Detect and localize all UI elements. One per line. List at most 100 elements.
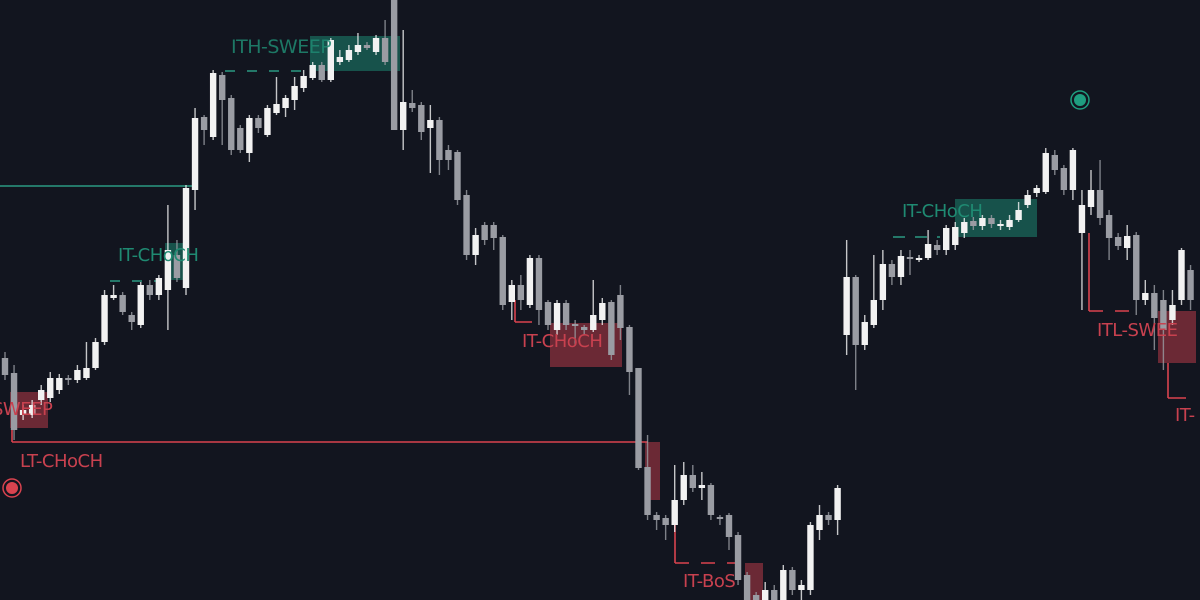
candle-body-125	[1133, 235, 1140, 300]
candle-body-118	[1069, 150, 1077, 190]
candle-body-20	[182, 188, 190, 288]
label-it-bos: IT-BoS	[683, 571, 736, 592]
candle-body-130	[1178, 250, 1185, 300]
candle-body-79	[716, 517, 724, 519]
candle-body-76	[689, 475, 696, 488]
candle-body-90	[816, 515, 823, 530]
candle-body-88	[798, 585, 805, 590]
candle-body-36	[327, 40, 334, 80]
candle-body-28	[255, 118, 262, 128]
candle-body-60	[544, 302, 552, 325]
candle-body-115	[1042, 153, 1049, 192]
candle-body-7	[65, 378, 72, 380]
candle-body-104	[943, 228, 950, 250]
label-lt-choch: LT-CHoCH	[20, 451, 103, 472]
candle-body-54	[490, 225, 497, 238]
candle-body-16	[146, 285, 153, 295]
candle-body-5	[47, 378, 54, 398]
candle-body-127	[1151, 293, 1158, 318]
candle-body-55	[499, 237, 506, 305]
candle-body-91	[825, 515, 832, 520]
candle-body-83	[752, 595, 760, 600]
candle-body-34	[309, 65, 316, 78]
candle-body-27	[246, 118, 253, 153]
candle-body-95	[861, 322, 868, 345]
candle-body-94	[852, 277, 859, 345]
candle-body-51	[463, 195, 470, 255]
candle-body-37	[336, 57, 344, 62]
candle-body-129	[1169, 305, 1176, 320]
candle-body-13	[119, 295, 126, 312]
candle-body-39	[354, 45, 362, 52]
candle-body-1	[10, 373, 18, 430]
candle-body-8	[74, 370, 81, 380]
candle-body-33	[300, 76, 307, 88]
candle-body-70	[635, 368, 642, 468]
candle-body-14	[128, 315, 135, 322]
candle-body-111	[1006, 220, 1013, 227]
candle-body-69	[626, 327, 633, 372]
candle-body-123	[1114, 237, 1122, 246]
candle-body-71	[644, 467, 651, 515]
candle-body-93	[843, 277, 850, 335]
candle-body-31	[282, 98, 289, 108]
candle-body-92	[834, 488, 841, 520]
candle-body-46	[418, 105, 425, 132]
candle-body-67	[608, 302, 615, 355]
candle-body-75	[680, 475, 687, 500]
candle-body-73	[662, 518, 669, 525]
candle-body-124	[1124, 236, 1131, 248]
candle-body-43	[390, 0, 398, 130]
zone-box-2	[955, 199, 1037, 237]
candle-body-116	[1051, 155, 1058, 170]
label-itl-sweep: ITL-SWEE	[1097, 320, 1178, 341]
candle-body-32	[291, 86, 298, 100]
candle-body-131	[1187, 270, 1194, 300]
candle-body-103	[933, 245, 941, 250]
label-it-partial: IT-	[1175, 405, 1195, 426]
candle-body-24	[219, 75, 226, 100]
red-target-circle-icon-ring	[2, 478, 22, 498]
candle-body-101	[915, 258, 923, 260]
candle-body-107	[970, 221, 977, 226]
candle-body-87	[789, 570, 796, 590]
candle-body-4	[38, 390, 45, 400]
candle-body-15	[137, 285, 144, 325]
candle-body-2	[19, 410, 27, 415]
candle-body-57	[517, 285, 525, 300]
candle-body-82	[743, 575, 751, 600]
candle-body-68	[617, 295, 624, 328]
label-it-choch-2: IT-CHoCH	[522, 331, 603, 352]
red-target-circle-icon	[6, 482, 18, 494]
candle-body-122	[1105, 215, 1113, 238]
candle-body-53	[481, 225, 488, 240]
candle-body-23	[209, 73, 217, 137]
candle-body-114	[1033, 188, 1040, 193]
candle-body-74	[671, 500, 678, 525]
candle-body-100	[906, 257, 914, 259]
candle-body-89	[807, 525, 814, 590]
candle-body-35	[318, 65, 325, 80]
candle-body-17	[155, 278, 163, 295]
candle-body-58	[526, 258, 534, 305]
candle-body-61	[553, 303, 561, 330]
candle-body-25	[228, 98, 235, 150]
candle-body-9	[83, 368, 90, 378]
candle-body-98	[888, 264, 896, 277]
candle-body-113	[1024, 195, 1031, 205]
candle-body-66	[599, 303, 606, 320]
candle-body-62	[562, 303, 570, 325]
candle-body-110	[997, 224, 1004, 226]
candle-body-41	[372, 38, 380, 52]
candle-body-45	[409, 103, 416, 108]
candle-body-11	[101, 295, 108, 342]
green-target-circle-icon	[1074, 94, 1086, 106]
candle-body-44	[400, 102, 407, 130]
candle-body-29	[264, 108, 271, 135]
candle-body-22	[200, 117, 208, 130]
candle-body-47	[427, 120, 434, 128]
candle-body-6	[56, 378, 63, 390]
candle-body-105	[952, 227, 959, 245]
candle-body-109	[988, 218, 995, 224]
candle-body-50	[454, 152, 461, 200]
